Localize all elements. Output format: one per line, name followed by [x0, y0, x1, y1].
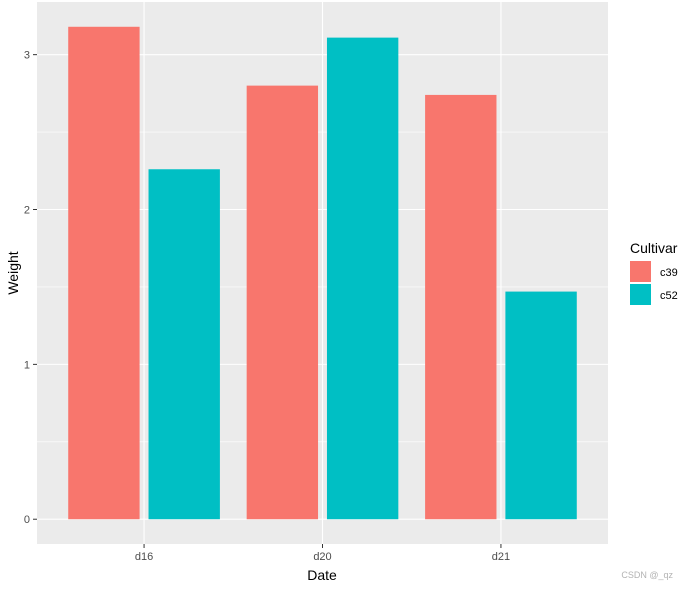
bar-c39-d20: [246, 85, 319, 520]
bar-c52-d16: [148, 169, 220, 520]
y-tick-label: 0: [24, 514, 30, 526]
x-axis-title: Date: [307, 567, 337, 583]
y-tick-label: 1: [24, 359, 30, 371]
x-tick-label: d21: [492, 551, 510, 563]
y-axis: 0 1 2 3: [24, 50, 37, 526]
bar-c39-d16: [68, 26, 140, 520]
x-axis: d16 d20 d21: [135, 544, 510, 563]
legend-label-c39: c39: [660, 267, 678, 279]
bar-c52-d21: [505, 291, 577, 520]
y-tick-label: 2: [24, 205, 30, 217]
x-tick-label: d20: [313, 551, 331, 563]
bar-c52-d20: [326, 37, 399, 520]
x-tick-label: d16: [135, 551, 153, 563]
legend-title: Cultivar: [630, 240, 678, 256]
bars-group: [68, 26, 577, 520]
legend-key-c52: [630, 284, 651, 305]
y-axis-title: Weight: [5, 251, 21, 294]
watermark: CSDN @_qz: [621, 570, 673, 580]
legend-label-c52: c52: [660, 290, 678, 302]
y-tick-label: 3: [24, 50, 30, 62]
bar-c39-d21: [425, 94, 497, 520]
legend-key-c39: [630, 261, 651, 282]
legend: Cultivar c39 c52: [630, 240, 678, 305]
